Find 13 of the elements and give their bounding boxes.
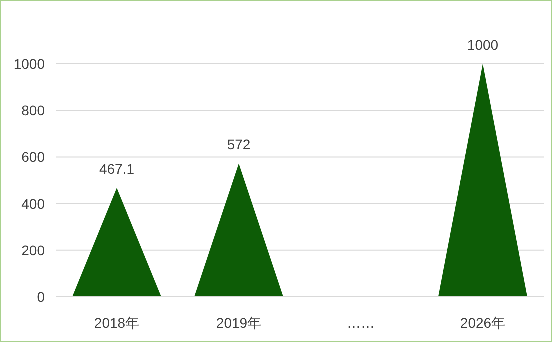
data-label: 467.1: [99, 161, 135, 178]
x-tick-label: ……: [347, 315, 375, 331]
y-tick-label: 600: [22, 149, 46, 166]
x-tick-label: 2026年: [460, 315, 506, 331]
x-tick-label: 2019年: [216, 315, 262, 331]
y-tick-label: 400: [22, 196, 46, 212]
data-label: 572: [227, 136, 251, 153]
y-tick-label: 800: [22, 102, 46, 119]
data-label: 1000: [467, 37, 499, 53]
x-tick-label: 2018年: [94, 315, 140, 331]
y-tick-label: 1000: [14, 56, 46, 72]
y-tick-label: 0: [37, 289, 46, 305]
y-tick-label: 200: [22, 242, 46, 258]
